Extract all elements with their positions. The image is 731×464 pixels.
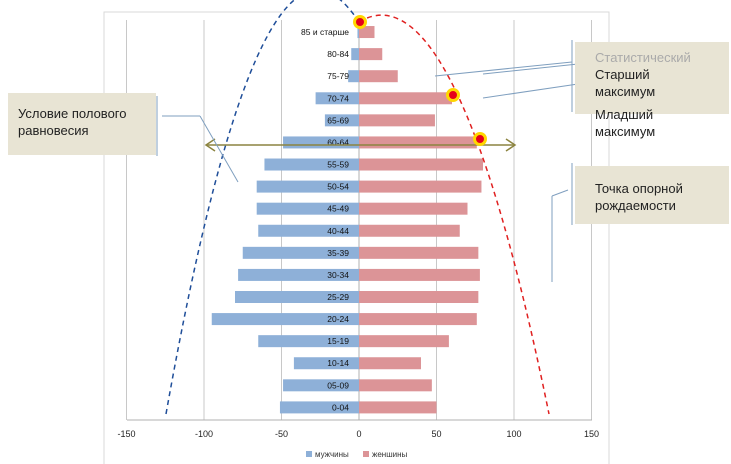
x-tick-label: -100	[195, 429, 213, 439]
male-bar-05-09	[283, 379, 359, 392]
male-bar-65-69	[324, 114, 359, 127]
x-tick-label: -150	[117, 429, 135, 439]
x-tick-label: -50	[275, 429, 288, 439]
older-max-marker	[473, 132, 487, 146]
male-bar-80-84	[351, 48, 359, 61]
legend-swatch-male	[306, 451, 312, 457]
category-label: 40-44	[327, 226, 349, 236]
male-bar-10-14	[293, 357, 359, 370]
female-bar-35-39	[359, 246, 479, 259]
category-label: 15-19	[327, 336, 349, 346]
bars	[211, 26, 483, 414]
female-bar-10-14	[359, 357, 421, 370]
category-label: 50-54	[327, 182, 349, 192]
statistical-text: Статистический	[595, 50, 691, 65]
female-bar-85-и-старше	[359, 26, 375, 39]
peak-marker	[353, 15, 367, 29]
female-bar-15-19	[359, 335, 449, 348]
female-bar-80-84	[359, 48, 383, 61]
category-label: 55-59	[327, 160, 349, 170]
x-tick-label: 0	[356, 429, 361, 439]
younger-max-marker	[446, 88, 460, 102]
chart-frame	[103, 11, 610, 464]
category-label: 30-34	[327, 270, 349, 280]
female-bar-70-74	[359, 92, 452, 105]
x-tick-label: 50	[431, 429, 441, 439]
category-labels: 0-04 05-09 10-14 15-19 20-24 25-29 30-34 35-39 4…	[301, 27, 349, 412]
category-label: 45-49	[327, 204, 349, 214]
category-label: 80-84	[327, 49, 349, 59]
female-bar-60-64	[359, 136, 477, 149]
male-bar-55-59	[264, 158, 359, 171]
older-max-text: Старший максимум	[595, 67, 656, 99]
male-bar-85-и-старше	[357, 26, 359, 39]
birth-point-callout: Точка опорной рождаемости	[575, 166, 729, 224]
category-label: 65-69	[327, 115, 349, 125]
maximum-callout: Статистический Старший максимум Младший …	[575, 42, 729, 139]
balance-arrow-left-head	[204, 138, 216, 152]
male-bar-75-79	[348, 70, 359, 83]
category-label: 75-79	[327, 71, 349, 81]
category-label: 0-04	[332, 402, 349, 412]
male-bar-20-24	[211, 313, 359, 326]
female-bar-25-29	[359, 291, 479, 303]
female-bar-45-49	[359, 202, 468, 215]
male-bar-25-29	[235, 291, 359, 303]
gender-balance-text: Условие полового равновесия	[18, 106, 127, 138]
category-label: 85 и старше	[301, 27, 349, 37]
female-envelope-curve	[358, 14, 550, 415]
category-label: 35-39	[327, 248, 349, 258]
male-bar-30-34	[238, 268, 359, 281]
x-axis-ticks: -150 -100 -50 0 50 100 150	[117, 429, 599, 439]
male-bar-50-54	[256, 180, 359, 193]
x-tick-label: 150	[584, 429, 599, 439]
male-bar-0-04	[279, 401, 359, 414]
male-bar-40-44	[258, 224, 359, 237]
male-bar-45-49	[256, 202, 359, 215]
legend-label-female: женшины	[372, 450, 408, 459]
callout-lines	[156, 40, 579, 282]
legend: мужчины женшины	[306, 450, 408, 459]
female-bar-65-69	[359, 114, 435, 127]
male-envelope-curve	[165, 0, 360, 415]
female-bar-50-54	[359, 180, 482, 193]
female-bar-75-79	[359, 70, 398, 83]
category-label: 70-74	[327, 93, 349, 103]
female-bar-05-09	[359, 379, 432, 392]
female-bar-30-34	[359, 268, 480, 281]
female-bar-40-44	[359, 224, 460, 237]
male-bar-15-19	[258, 335, 359, 348]
male-bar-70-74	[315, 92, 359, 105]
category-label: 10-14	[327, 358, 349, 368]
female-bar-55-59	[359, 158, 483, 171]
legend-label-male: мужчины	[315, 450, 349, 459]
category-label: 25-29	[327, 292, 349, 302]
category-label: 05-09	[327, 380, 349, 390]
birth-point-text: Точка опорной рождаемости	[595, 181, 683, 213]
younger-max-text: Младший максимум	[595, 107, 656, 139]
legend-swatch-female	[363, 451, 369, 457]
category-label: 20-24	[327, 314, 349, 324]
male-bar-35-39	[242, 246, 359, 259]
gender-balance-callout: Условие полового равновесия	[8, 93, 156, 155]
balance-arrow-right-head	[505, 138, 517, 152]
x-tick-label: 100	[506, 429, 521, 439]
female-bar-0-04	[359, 401, 437, 414]
category-label: 60-64	[327, 137, 349, 147]
female-bar-20-24	[359, 313, 477, 326]
